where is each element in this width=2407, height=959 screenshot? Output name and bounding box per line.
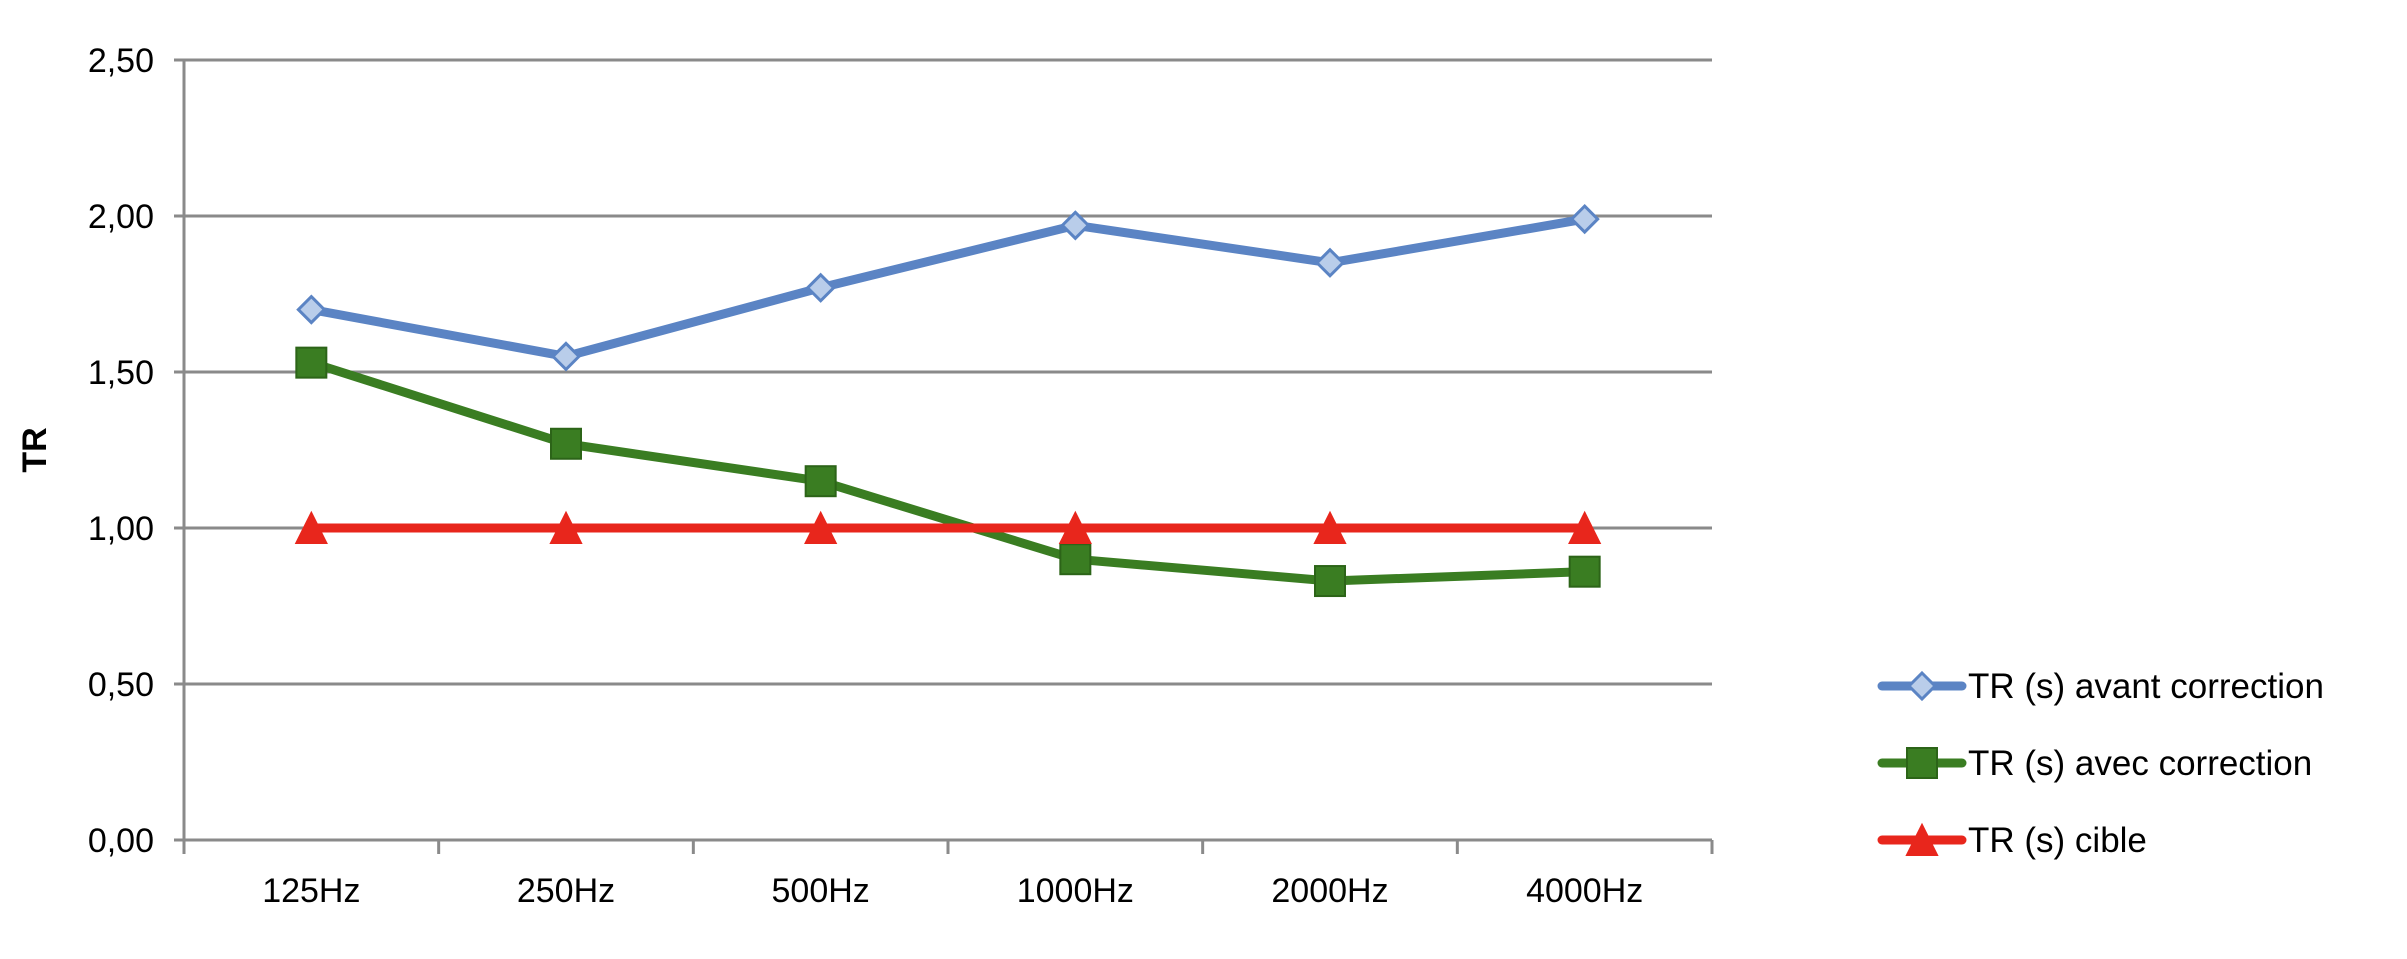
series-line (306, 214, 1590, 361)
x-tick-label: 250Hz (517, 872, 615, 910)
x-tick-label: 500Hz (772, 872, 870, 910)
data-point-square (804, 465, 837, 498)
data-point-triangle (804, 510, 838, 544)
series-layer (294, 203, 1602, 598)
legend: TR (s) avant correction TR (s) avec corre… (1877, 667, 2324, 860)
legend-item: TR (s) avant correction (1877, 667, 2324, 706)
x-tick-label: 1000Hz (1017, 872, 1134, 910)
series-1 (296, 203, 1600, 372)
legend-label: TR (s) avant correction (1968, 667, 2324, 706)
legend-label: TR (s) avec correction (1968, 744, 2312, 783)
data-point-diamond (296, 294, 327, 325)
data-point-square (550, 427, 582, 460)
legend-label: TR (s) cible (1968, 821, 2147, 860)
grid-layer (184, 58, 1712, 686)
legend-item: TR (s) cible (1877, 821, 2147, 860)
y-tick-label: 1,50 (88, 354, 154, 392)
data-point-triangle (1568, 510, 1602, 544)
data-point-diamond (1314, 247, 1346, 278)
data-point-diamond (1060, 210, 1091, 241)
data-point-triangle (1313, 510, 1347, 544)
data-point-square (295, 346, 328, 379)
data-point-diamond (805, 272, 836, 303)
data-point-triangle (294, 510, 328, 544)
data-point-triangle (549, 510, 583, 544)
data-point-diamond (1569, 203, 1600, 235)
legend-marker-square (1906, 747, 1938, 779)
data-point-triangle (1058, 510, 1092, 544)
y-axis-title: TR (16, 427, 54, 472)
legend-item: TR (s) avec correction (1877, 744, 2312, 783)
axis-layer: 0,00 0,50 1,00 1,50 2,00 2,50 125Hz 250Hz 500Hz 1… (88, 42, 1714, 910)
series-line (306, 358, 1590, 586)
data-point-diamond (550, 341, 582, 372)
series-2 (295, 346, 1601, 598)
x-tick-label: 2000Hz (1271, 872, 1388, 910)
legend-marker-triangle (1905, 822, 1939, 856)
y-tick-label: 2,50 (88, 42, 154, 80)
y-tick-label: 0,50 (88, 666, 154, 704)
series-3 (294, 510, 1602, 544)
data-point-square (1568, 555, 1601, 588)
y-tick-label: 2,00 (88, 198, 154, 236)
data-point-square (1059, 543, 1092, 576)
x-tick-label: 4000Hz (1526, 872, 1643, 910)
y-tick-label: 1,00 (88, 510, 154, 548)
y-tick-label: 0,00 (88, 822, 154, 860)
x-tick-label: 125Hz (262, 872, 360, 910)
legend-marker-diamond (1906, 670, 1938, 702)
data-point-square (1314, 565, 1346, 598)
